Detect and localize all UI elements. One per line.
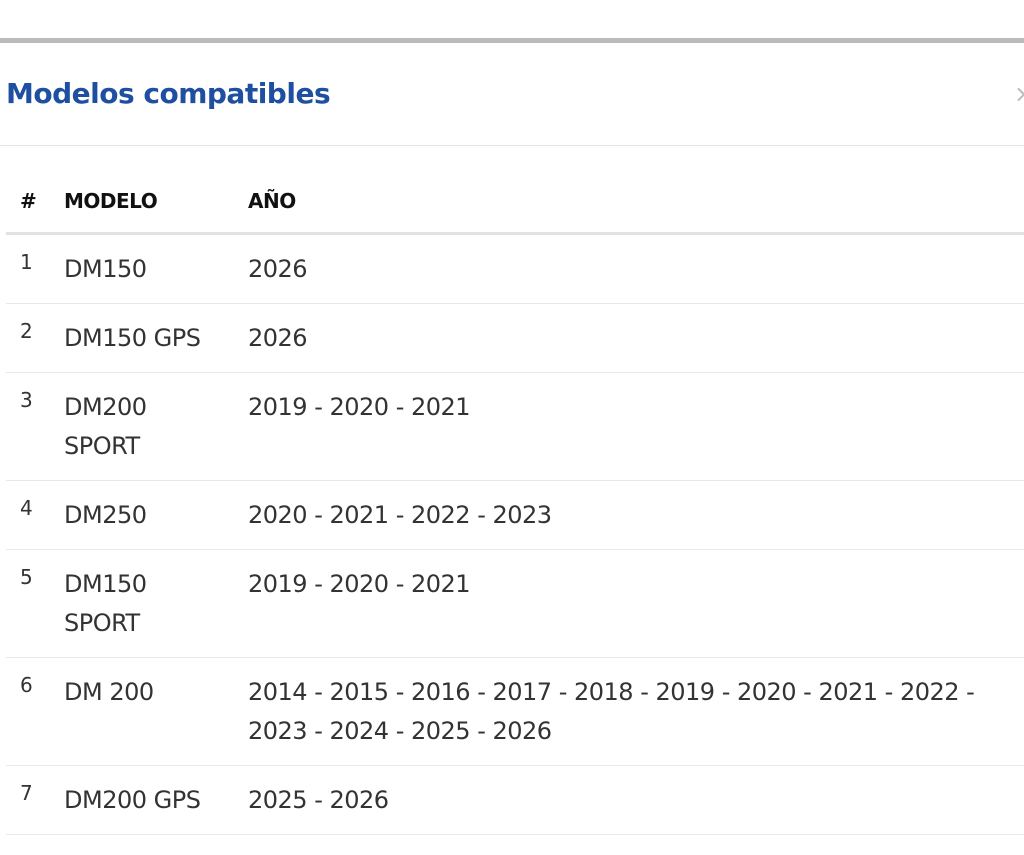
row-number: 5 <box>6 549 64 658</box>
table-body: 1 DM150 2026 2 DM150 GPS 2026 3 DM200 SPORT 2019… <box>6 233 1024 835</box>
model-name: DM150 GPS <box>64 303 248 373</box>
row-number: 3 <box>6 372 64 481</box>
row-number: 4 <box>6 480 64 550</box>
column-header: # <box>6 174 64 235</box>
model-name: DM150 SPORT <box>64 549 248 658</box>
years: 2026 <box>248 233 1024 304</box>
years: 2020 - 2021 - 2022 - 2023 <box>248 480 1024 550</box>
years: 2019 - 2020 - 2021 <box>248 549 1024 658</box>
model-name: DM150 <box>64 233 248 304</box>
table-row: 3 DM200 SPORT 2019 - 2020 - 2021 <box>6 372 1024 481</box>
table-row: 5 DM150 SPORT 2019 - 2020 - 2021 <box>6 549 1024 658</box>
model-name: DM200 SPORT <box>64 372 248 481</box>
divider <box>0 145 1024 146</box>
compat-table: # MODELO AÑO 1 DM150 2026 2 DM150 GPS 2026 3 DM20… <box>6 174 1024 835</box>
header-row: # MODELO AÑO <box>6 174 1024 235</box>
row-number: 1 <box>6 233 64 304</box>
modal-title: Modelos compatibles <box>6 77 331 110</box>
table-row: 2 DM150 GPS 2026 <box>6 303 1024 373</box>
table-row: 4 DM250 2020 - 2021 - 2022 - 2023 <box>6 480 1024 550</box>
years: 2026 <box>248 303 1024 373</box>
model-name: DM200 GPS <box>64 765 248 835</box>
years: 2025 - 2026 <box>248 765 1024 835</box>
breadcrumb-bar <box>0 38 1024 43</box>
years: 2014 - 2015 - 2016 - 2017 - 2018 - 2019 … <box>248 657 1024 766</box>
table-row: 1 DM150 2026 <box>6 233 1024 304</box>
column-header: MODELO <box>64 174 248 235</box>
close-button[interactable]: × <box>1014 74 1024 114</box>
model-name: DM 200 <box>64 657 248 766</box>
row-number: 2 <box>6 303 64 373</box>
row-number: 6 <box>6 657 64 766</box>
model-name: DM250 <box>64 480 248 550</box>
years: 2019 - 2020 - 2021 <box>248 372 1024 481</box>
table-row: 6 DM 200 2014 - 2015 - 2016 - 2017 - 2018 … <box>6 657 1024 766</box>
column-header: AÑO <box>248 174 1024 235</box>
row-number: 7 <box>6 765 64 835</box>
table-row: 7 DM200 GPS 2025 - 2026 <box>6 765 1024 835</box>
